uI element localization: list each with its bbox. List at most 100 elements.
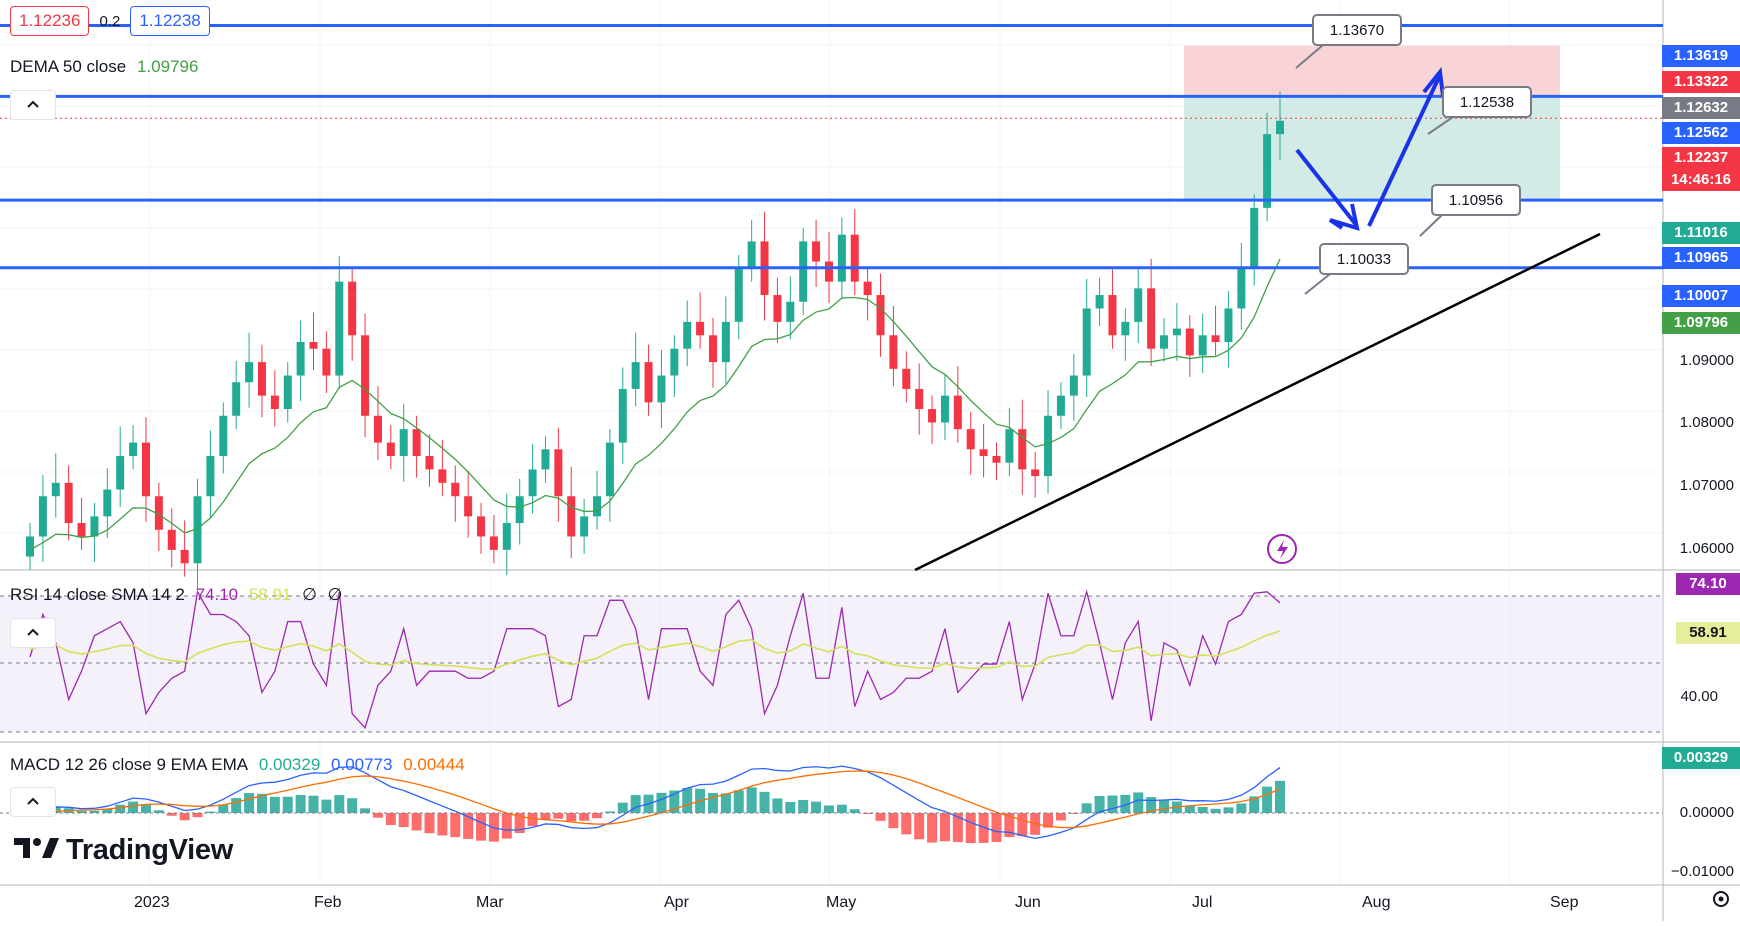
- callout-pointer: [1304, 273, 1331, 295]
- candle-body: [283, 375, 292, 410]
- price-callout: [1319, 243, 1409, 275]
- candle-body: [26, 536, 34, 557]
- price-callout: [1442, 86, 1532, 118]
- macd-histogram-bar: [231, 798, 242, 813]
- candle-body: [1172, 328, 1181, 336]
- trend-line: [914, 232, 1601, 572]
- macd-histogram-bar: [1055, 813, 1066, 821]
- candle-body: [206, 456, 215, 497]
- rsi-value: 74.10: [195, 585, 239, 604]
- macd-histogram-bar: [527, 813, 538, 827]
- rsi-axis-tag: 58.91: [1676, 622, 1740, 644]
- brand-name: TradingView: [66, 834, 233, 866]
- macd-histogram-bar: [566, 813, 577, 822]
- candle-body: [515, 496, 524, 524]
- candle-body: [1185, 328, 1194, 356]
- candle-body: [812, 241, 821, 262]
- candle-body: [631, 362, 640, 389]
- macd-axis-tick: 0.00000: [1679, 804, 1734, 821]
- macd-line: [29, 765, 1281, 840]
- candle-body: [141, 442, 150, 497]
- dema-legend[interactable]: DEMA 50 close 1.09796: [10, 57, 204, 77]
- macd-histogram-bar: [514, 813, 525, 834]
- macd-histogram-bar: [218, 804, 229, 813]
- macd-histogram-bar: [334, 795, 345, 813]
- price-axis-tag: 1.11016: [1662, 222, 1740, 244]
- candle-body: [992, 456, 1001, 463]
- macd-histogram-bar: [205, 811, 216, 813]
- sell-button[interactable]: 1.12236: [10, 6, 90, 36]
- candle-body: [1069, 375, 1078, 396]
- candle-body: [489, 536, 498, 550]
- macd-histogram-bar: [1210, 808, 1221, 813]
- macd-histogram-bar: [179, 813, 190, 821]
- rsi-collapse-button[interactable]: [10, 618, 56, 648]
- macd-histogram-bar: [321, 799, 332, 813]
- rsi-axis-tick: 40.00: [1680, 688, 1718, 705]
- chevron-up-icon: [26, 624, 40, 642]
- candle-body: [348, 281, 357, 336]
- bid-ask-panel: 1.12236 0.2 1.12238: [10, 6, 210, 36]
- candle-body: [361, 335, 370, 416]
- macd-histogram-bar: [102, 808, 113, 813]
- macd-histogram-bar: [772, 798, 783, 813]
- macd-histogram-bar: [1275, 780, 1285, 813]
- candle-body: [1121, 321, 1130, 336]
- tradingview-logo: TradingView: [14, 834, 233, 867]
- time-axis-label: Feb: [314, 894, 342, 911]
- main-collapse-button[interactable]: [10, 90, 56, 120]
- macd-histogram-bar: [128, 801, 139, 813]
- arrow-head: [1328, 203, 1360, 231]
- settings-gear-icon[interactable]: [1710, 888, 1732, 915]
- macd-histogram-bar: [682, 787, 693, 813]
- macd-histogram-bar: [153, 810, 164, 813]
- callout-pointer: [1427, 116, 1454, 135]
- candle-body: [451, 482, 460, 497]
- macd-signal-value: 0.00444: [403, 755, 465, 774]
- candle-body: [193, 496, 202, 564]
- macd-histogram-bar: [398, 813, 409, 828]
- candle-body: [51, 482, 60, 497]
- macd-histogram-bar: [862, 813, 873, 814]
- macd-histogram-bar: [875, 813, 886, 821]
- macd-histogram-bar: [553, 813, 564, 819]
- projection-arrow-down: [1295, 148, 1359, 228]
- candle-body: [1095, 295, 1104, 309]
- macd-histogram-bar: [1081, 803, 1092, 813]
- macd-histogram-bar: [604, 811, 615, 813]
- macd-legend[interactable]: MACD 12 26 close 9 EMA EMA 0.00329 0.007…: [10, 755, 471, 775]
- candle-body: [876, 295, 885, 336]
- candle-body: [322, 348, 331, 376]
- macd-histogram-bar: [76, 810, 87, 813]
- time-axis-label: Aug: [1362, 894, 1391, 911]
- candle-body: [77, 523, 86, 537]
- rsi-legend[interactable]: RSI 14 close SMA 14 2 74.10 58.91 ∅ ∅: [10, 585, 348, 605]
- price-axis-tag: 1.12632: [1662, 97, 1740, 119]
- lightning-icon: [1277, 540, 1288, 559]
- candle-body: [309, 342, 318, 349]
- macd-histogram-bar: [720, 793, 731, 813]
- candle-body: [915, 388, 924, 410]
- candle-body: [502, 523, 511, 550]
- macd-histogram-bar: [965, 813, 976, 844]
- macd-histogram-bar: [1223, 807, 1234, 813]
- macd-histogram-bar: [617, 802, 628, 813]
- candle-body: [1005, 429, 1014, 463]
- dema-value: 1.09796: [136, 57, 199, 76]
- macd-signal-line: [29, 770, 1281, 829]
- candle-body: [257, 362, 266, 396]
- candle-body: [1250, 207, 1259, 269]
- rsi-line: [29, 589, 1281, 730]
- buy-button[interactable]: 1.12238: [130, 6, 210, 36]
- macd-histogram-bar: [1043, 813, 1054, 828]
- macd-histogram-bar: [540, 813, 551, 820]
- macd-collapse-button[interactable]: [10, 787, 56, 817]
- candle-body: [657, 375, 666, 403]
- candle-body: [1263, 134, 1272, 208]
- macd-histogram-bar: [1262, 786, 1273, 813]
- macd-histogram-bar: [1094, 795, 1105, 813]
- macd-histogram-bar: [115, 804, 126, 813]
- candle-body: [167, 529, 176, 550]
- candle-body: [644, 362, 653, 403]
